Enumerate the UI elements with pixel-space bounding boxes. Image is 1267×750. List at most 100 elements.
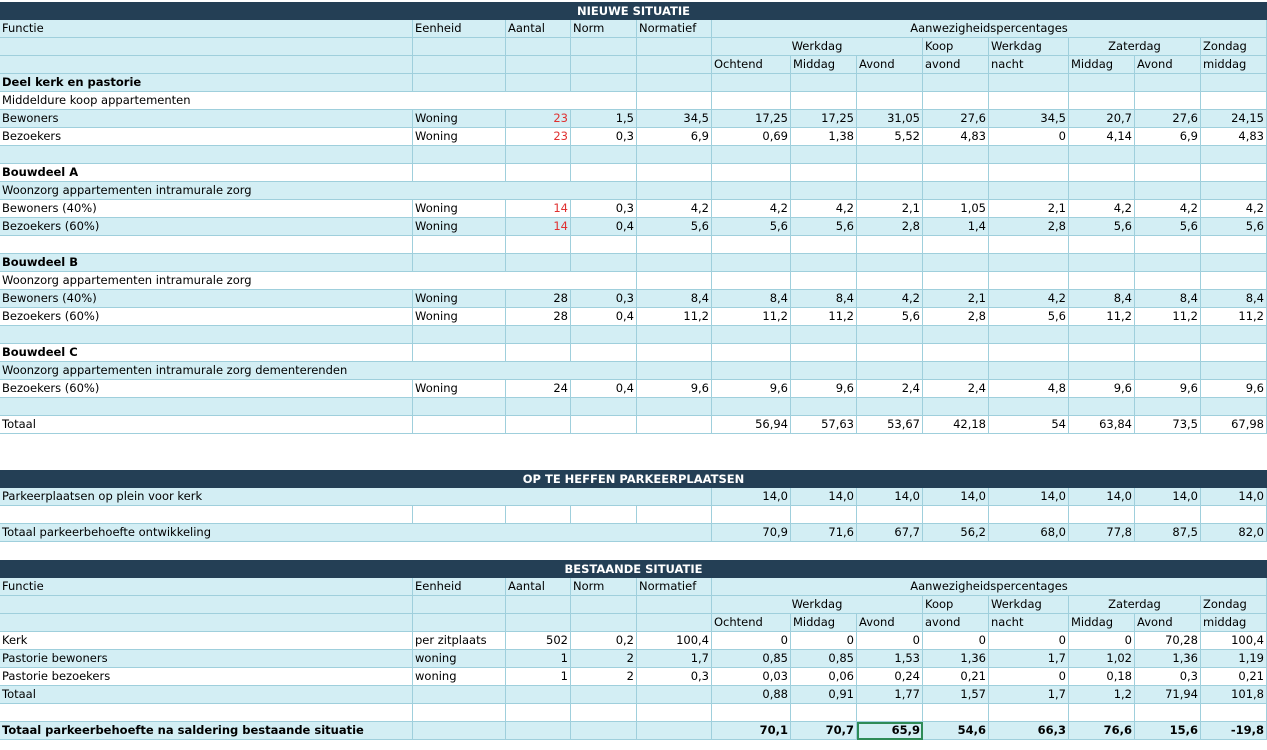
value-cell[interactable]: 2,1	[857, 200, 923, 218]
empty-cell[interactable]	[1135, 506, 1201, 524]
empty-cell[interactable]	[791, 272, 857, 290]
value-cell[interactable]: 9,6	[1201, 380, 1267, 398]
empty-cell[interactable]	[1135, 362, 1201, 380]
empty-cell[interactable]	[923, 254, 989, 272]
header-period[interactable]: Ochtend	[712, 614, 791, 632]
value-cell[interactable]: 14,0	[1069, 488, 1135, 506]
row-normatief[interactable]: 1,7	[637, 650, 712, 668]
empty-cell[interactable]	[506, 74, 571, 92]
empty-cell[interactable]	[1069, 92, 1135, 110]
row-label[interactable]: Bewoners (40%)	[0, 290, 413, 308]
empty-cell[interactable]	[989, 506, 1069, 524]
empty-cell[interactable]	[413, 614, 506, 632]
empty-cell[interactable]	[1069, 506, 1135, 524]
empty-cell[interactable]	[712, 182, 791, 200]
row-eenheid[interactable]: Woning	[413, 308, 506, 326]
row-normatief[interactable]: 0,3	[637, 668, 712, 686]
empty-cell[interactable]	[989, 326, 1069, 344]
value-cell[interactable]: 5,6	[1201, 218, 1267, 236]
value-cell[interactable]: 4,2	[857, 290, 923, 308]
header-period[interactable]: Ochtend	[712, 56, 791, 74]
empty-cell[interactable]	[1135, 344, 1201, 362]
empty-cell[interactable]	[923, 398, 989, 416]
value-cell[interactable]: 31,05	[857, 110, 923, 128]
value-cell[interactable]: 0,85	[712, 650, 791, 668]
value-cell[interactable]: 2,8	[857, 218, 923, 236]
value-cell[interactable]: 71,94	[1135, 686, 1201, 704]
row-label[interactable]: Pastorie bezoekers	[0, 668, 413, 686]
header-koop[interactable]: Koop	[923, 38, 989, 56]
empty-cell[interactable]	[1135, 74, 1201, 92]
empty-cell[interactable]	[712, 506, 791, 524]
value-cell[interactable]: 2,1	[923, 290, 989, 308]
group-title[interactable]: Bouwdeel A	[0, 164, 413, 182]
total-label[interactable]: Totaal	[0, 686, 413, 704]
empty-cell[interactable]	[0, 704, 413, 722]
empty-cell[interactable]	[989, 164, 1069, 182]
empty-cell[interactable]	[506, 614, 571, 632]
empty-cell[interactable]	[712, 326, 791, 344]
value-cell[interactable]: 54	[989, 416, 1069, 434]
value-cell[interactable]: 73,5	[1135, 416, 1201, 434]
empty-cell[interactable]	[1069, 326, 1135, 344]
row-norm[interactable]: 0,4	[571, 308, 637, 326]
row-aantal[interactable]: 28	[506, 290, 571, 308]
value-cell[interactable]: 1,19	[1201, 650, 1267, 668]
value-cell[interactable]: 0	[1069, 632, 1135, 650]
header-period[interactable]: Avond	[1135, 614, 1201, 632]
empty-cell[interactable]	[1069, 146, 1135, 164]
value-cell[interactable]: 2,4	[857, 380, 923, 398]
empty-cell[interactable]	[0, 506, 413, 524]
row-label[interactable]: Kerk	[0, 632, 413, 650]
empty-cell[interactable]	[923, 362, 989, 380]
header-period[interactable]: Middag	[791, 614, 857, 632]
empty-cell[interactable]	[923, 344, 989, 362]
empty-cell[interactable]	[506, 164, 571, 182]
empty-cell[interactable]	[506, 146, 571, 164]
value-cell[interactable]: 8,4	[1201, 290, 1267, 308]
empty-cell[interactable]	[0, 326, 413, 344]
empty-cell[interactable]	[1201, 272, 1267, 290]
empty-cell[interactable]	[506, 686, 571, 704]
value-cell[interactable]: 1,7	[989, 686, 1069, 704]
empty-cell[interactable]	[571, 398, 637, 416]
row-aantal[interactable]: 23	[506, 110, 571, 128]
empty-cell[interactable]	[923, 74, 989, 92]
row-label[interactable]: Bewoners (40%)	[0, 200, 413, 218]
header-period[interactable]: avond	[923, 56, 989, 74]
value-cell[interactable]: 2,4	[923, 380, 989, 398]
group-title[interactable]: Bouwdeel B	[0, 254, 413, 272]
empty-cell[interactable]	[1201, 398, 1267, 416]
empty-cell[interactable]	[506, 326, 571, 344]
group-title[interactable]: Bouwdeel C	[0, 344, 413, 362]
empty-cell[interactable]	[1069, 254, 1135, 272]
empty-cell[interactable]	[923, 236, 989, 254]
value-cell[interactable]: 5,6	[1135, 218, 1201, 236]
empty-cell[interactable]	[637, 38, 712, 56]
value-cell[interactable]: 1,02	[1069, 650, 1135, 668]
empty-cell[interactable]	[712, 146, 791, 164]
value-cell[interactable]: 82,0	[1201, 524, 1267, 542]
value-cell[interactable]: 20,7	[1069, 110, 1135, 128]
empty-cell[interactable]	[0, 146, 413, 164]
header-zondag[interactable]: Zondag	[1201, 596, 1267, 614]
header-period[interactable]: Middag	[1069, 56, 1135, 74]
value-cell[interactable]: 0	[989, 668, 1069, 686]
header-period[interactable]: Avond	[857, 56, 923, 74]
value-cell[interactable]: 4,2	[712, 200, 791, 218]
value-cell[interactable]: -19,8	[1201, 722, 1267, 740]
value-cell[interactable]: 1,4	[923, 218, 989, 236]
value-cell[interactable]: 1,7	[989, 650, 1069, 668]
value-cell[interactable]: 42,18	[923, 416, 989, 434]
empty-cell[interactable]	[923, 164, 989, 182]
value-cell[interactable]: 0	[712, 632, 791, 650]
header-period[interactable]: Middag	[791, 56, 857, 74]
header-eenheid[interactable]: Eenheid	[413, 578, 506, 596]
value-cell[interactable]: 5,52	[857, 128, 923, 146]
value-cell[interactable]: 8,4	[712, 290, 791, 308]
empty-cell[interactable]	[923, 272, 989, 290]
empty-cell[interactable]	[637, 272, 712, 290]
header-functie[interactable]: Functie	[0, 578, 413, 596]
empty-cell[interactable]	[413, 398, 506, 416]
empty-cell[interactable]	[1135, 164, 1201, 182]
